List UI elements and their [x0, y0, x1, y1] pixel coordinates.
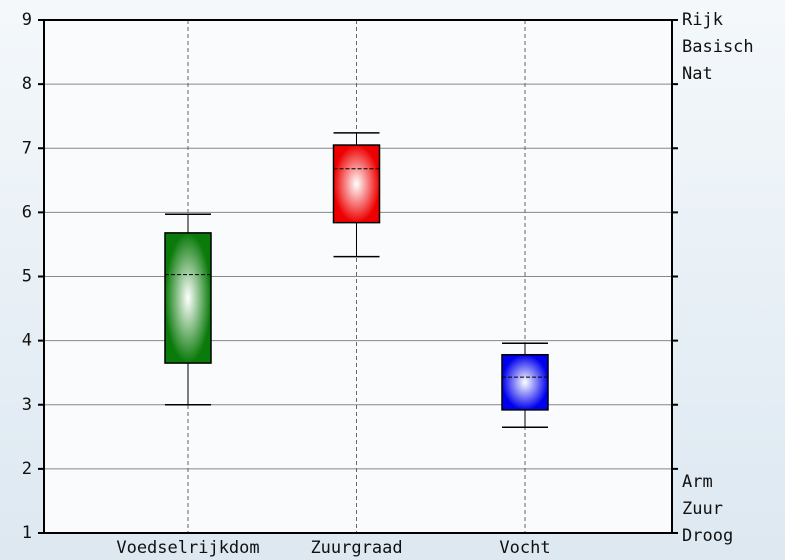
x-tick-label: Zuurgraad — [310, 538, 402, 558]
y-tick-label: 9 — [22, 10, 32, 30]
right-label: Nat — [682, 64, 713, 84]
box — [501, 353, 549, 411]
y-tick-label: 6 — [22, 202, 32, 222]
y-tick-label: 4 — [22, 331, 32, 351]
y-tick-label: 8 — [22, 74, 32, 94]
x-tick-label: Voedselrijkdom — [116, 538, 259, 558]
y-tick-label: 7 — [22, 138, 32, 158]
right-label: Zuur — [682, 499, 723, 519]
box — [164, 232, 212, 364]
x-tick-label: Vocht — [499, 538, 550, 558]
y-tick-label: 5 — [22, 267, 32, 287]
y-tick-label: 1 — [22, 523, 32, 543]
y-tick-label: 3 — [22, 395, 32, 415]
right-label: Basisch — [682, 37, 754, 57]
y-tick-label: 2 — [22, 459, 32, 479]
right-label: Rijk — [682, 10, 723, 30]
right-label: Arm — [682, 472, 713, 492]
right-label: Droog — [682, 526, 733, 546]
box — [332, 144, 381, 224]
